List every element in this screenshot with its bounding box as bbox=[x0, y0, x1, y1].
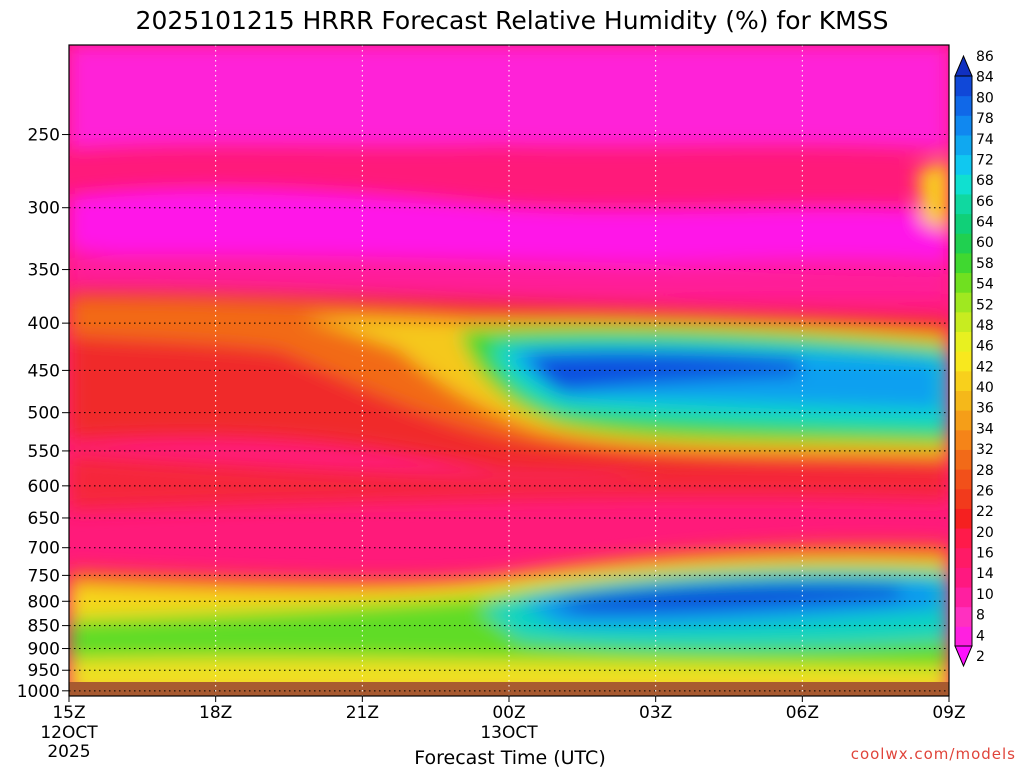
colorbar-label: 42 bbox=[976, 359, 994, 375]
y-tick-label: 800 bbox=[28, 592, 60, 612]
x-tick-sublabel: 2025 bbox=[47, 742, 90, 762]
colorbar-label: 84 bbox=[976, 70, 994, 86]
colorbar-band bbox=[955, 233, 972, 253]
colorbar-label: 16 bbox=[976, 546, 994, 562]
colorbar-band bbox=[955, 528, 972, 548]
colorbar-label: 14 bbox=[976, 566, 994, 582]
field-moist-patch-ur bbox=[918, 160, 949, 230]
colorbar-band bbox=[955, 76, 972, 96]
colorbar-label: 86 bbox=[976, 49, 994, 65]
colorbar-band bbox=[955, 587, 972, 607]
chart-title: 2025101215 HRRR Forecast Relative Humidi… bbox=[136, 6, 889, 35]
colorbar-label: 20 bbox=[976, 525, 994, 541]
y-tick-label: 900 bbox=[28, 640, 60, 660]
colorbar-label: 40 bbox=[976, 380, 994, 396]
y-tick-label: 600 bbox=[28, 477, 60, 497]
colorbar-label: 80 bbox=[976, 90, 994, 106]
colorbar-label: 66 bbox=[976, 194, 994, 210]
x-tick-label: 15Z bbox=[52, 703, 85, 723]
colorbar-label: 4 bbox=[976, 628, 985, 644]
colorbar-band bbox=[955, 410, 972, 430]
y-tick-label: 1000 bbox=[17, 682, 60, 702]
colorbar-label: 34 bbox=[976, 421, 994, 437]
x-tick-sublabel: 13OCT bbox=[480, 723, 538, 743]
colorbar-band bbox=[955, 351, 972, 371]
x-tick-label: 21Z bbox=[346, 703, 379, 723]
y-tick-label: 550 bbox=[28, 442, 60, 462]
colorbar-label: 26 bbox=[976, 483, 994, 499]
colorbar-band bbox=[955, 273, 972, 293]
y-tick-label: 250 bbox=[28, 126, 60, 146]
colorbar-band bbox=[955, 469, 972, 489]
y-tick-label: 300 bbox=[28, 199, 60, 219]
colorbar-band bbox=[955, 135, 972, 155]
x-axis-label: Forecast Time (UTC) bbox=[414, 747, 605, 768]
colorbar-band bbox=[955, 312, 972, 332]
colorbar-label: 60 bbox=[976, 235, 994, 251]
colorbar-label: 28 bbox=[976, 463, 994, 479]
colorbar-label: 2 bbox=[976, 649, 985, 665]
colorbar-band bbox=[955, 96, 972, 116]
colorbar-label: 10 bbox=[976, 587, 994, 603]
colorbar-label: 32 bbox=[976, 442, 994, 458]
x-tick-sublabel: 12OCT bbox=[40, 723, 98, 743]
colorbar-label: 52 bbox=[976, 297, 994, 313]
y-axis: 250 300 350 400 450 500 550 600 650 700 750 800 850 9… bbox=[17, 126, 69, 702]
colorbar-label: 72 bbox=[976, 152, 994, 168]
colorbar-label: 64 bbox=[976, 215, 994, 231]
colorbar-band bbox=[955, 115, 972, 135]
colorbar-min-triangle bbox=[955, 646, 972, 666]
colorbar-band bbox=[955, 567, 972, 587]
colorbar-label: 58 bbox=[976, 256, 994, 272]
colorbar-band bbox=[955, 292, 972, 312]
colorbar-label: 68 bbox=[976, 173, 994, 189]
colorbar-label: 48 bbox=[976, 318, 994, 334]
colorbar-band bbox=[955, 390, 972, 410]
colorbar-band bbox=[955, 508, 972, 528]
credit-text: coolwx.com/models bbox=[851, 745, 1016, 763]
colorbar-band bbox=[955, 332, 972, 352]
colorbar-label: 74 bbox=[976, 132, 994, 148]
colorbar-band bbox=[955, 626, 972, 646]
colorbar-band bbox=[955, 155, 972, 175]
colorbar-band bbox=[955, 371, 972, 391]
y-tick-label: 650 bbox=[28, 509, 60, 529]
y-tick-label: 450 bbox=[28, 361, 60, 381]
y-tick-label: 750 bbox=[28, 566, 60, 586]
x-tick-label: 03Z bbox=[639, 703, 672, 723]
colorbar-band bbox=[955, 214, 972, 234]
colorbar-band bbox=[955, 489, 972, 509]
y-tick-label: 950 bbox=[28, 661, 60, 681]
x-tick-label: 18Z bbox=[199, 703, 232, 723]
colorbar-band bbox=[955, 548, 972, 568]
colorbar-label: 46 bbox=[976, 339, 994, 355]
colorbar-band bbox=[955, 430, 972, 450]
y-tick-label: 700 bbox=[28, 539, 60, 559]
y-tick-label: 500 bbox=[28, 404, 60, 424]
colorbar-band bbox=[955, 253, 972, 273]
colorbar-max-triangle bbox=[955, 56, 972, 76]
x-tick-label: 09Z bbox=[932, 703, 965, 723]
x-tick-label: 06Z bbox=[786, 703, 819, 723]
colorbar-label: 8 bbox=[976, 608, 985, 624]
y-tick-label: 850 bbox=[28, 617, 60, 637]
colorbar-label: 54 bbox=[976, 277, 994, 293]
colorbar-band bbox=[955, 194, 972, 214]
y-tick-label: 350 bbox=[28, 261, 60, 281]
x-tick-label: 00Z bbox=[492, 703, 525, 723]
colorbar-label: 36 bbox=[976, 401, 994, 417]
ground-strip bbox=[69, 682, 949, 696]
colorbar-band bbox=[955, 449, 972, 469]
colorbar: 2481014162022262832343640424648525458606… bbox=[955, 49, 994, 666]
colorbar-label: 78 bbox=[976, 111, 994, 127]
colorbar-band bbox=[955, 174, 972, 194]
y-tick-label: 400 bbox=[28, 314, 60, 334]
colorbar-band bbox=[955, 607, 972, 627]
colorbar-label: 22 bbox=[976, 504, 994, 520]
